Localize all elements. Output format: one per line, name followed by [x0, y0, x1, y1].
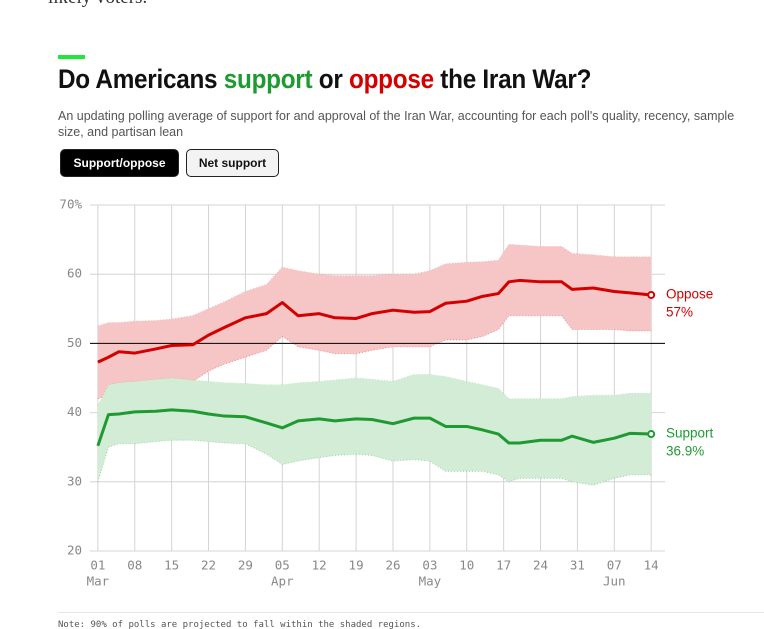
x-tick-label: 31	[570, 558, 585, 573]
x-tick-label: 15	[164, 558, 179, 573]
band-lower	[97, 439, 652, 486]
x-tick-label: 03	[422, 558, 437, 573]
series-end-value: 36.9%	[666, 444, 704, 459]
title-part: or	[312, 64, 350, 94]
y-tick-label: 60	[67, 266, 82, 281]
x-tick-label: 05	[275, 558, 290, 573]
x-tick-label: 10	[459, 558, 474, 573]
line	[97, 278, 652, 364]
end-point	[647, 430, 656, 439]
y-tick-label: 70%	[59, 197, 82, 212]
x-month-label: Jun	[603, 574, 626, 589]
x-tick-label: 07	[607, 558, 622, 573]
x-tick-label: 29	[238, 558, 253, 573]
line	[96, 408, 652, 447]
accent-bar	[58, 55, 85, 59]
x-tick-label: 08	[127, 558, 142, 573]
divider	[58, 612, 764, 613]
title-part: Do Americans	[58, 64, 224, 94]
toggle-button[interactable]: Support/oppose	[60, 149, 179, 177]
y-tick-label: 20	[67, 543, 82, 558]
x-month-label: May	[419, 574, 442, 589]
series-end-value: 57%	[666, 305, 693, 320]
x-tick-label: 24	[533, 558, 548, 573]
x-tick-label: 14	[644, 558, 659, 573]
series-label: Oppose	[666, 287, 713, 302]
series-label: Support	[666, 426, 714, 441]
x-tick-label: 19	[349, 558, 364, 573]
title-part: oppose	[349, 64, 434, 94]
intro-text: likely voters.	[48, 0, 147, 9]
band	[97, 374, 652, 486]
x-month-label: Mar	[87, 574, 110, 589]
subtitle: An updating polling average of support f…	[58, 109, 735, 139]
x-month-label: Apr	[271, 574, 294, 589]
x-tick-label: 22	[201, 558, 216, 573]
x-tick-label: 01	[90, 558, 105, 573]
title: Do Americans support or oppose the Iran …	[58, 64, 591, 95]
note: Note: 90% of polls are projected to fall…	[58, 620, 422, 629]
y-tick-label: 50	[67, 335, 82, 350]
title-part: the Iran War?	[433, 64, 592, 94]
x-tick-label: 12	[312, 558, 327, 573]
y-tick-label: 40	[67, 404, 82, 419]
title-part: support	[223, 64, 313, 94]
end-point	[647, 290, 656, 299]
band	[97, 244, 652, 399]
toggle-button[interactable]: Net support	[186, 149, 279, 177]
x-tick-label: 17	[496, 558, 511, 573]
y-tick-label: 30	[67, 473, 82, 488]
x-tick-label: 26	[385, 558, 400, 573]
